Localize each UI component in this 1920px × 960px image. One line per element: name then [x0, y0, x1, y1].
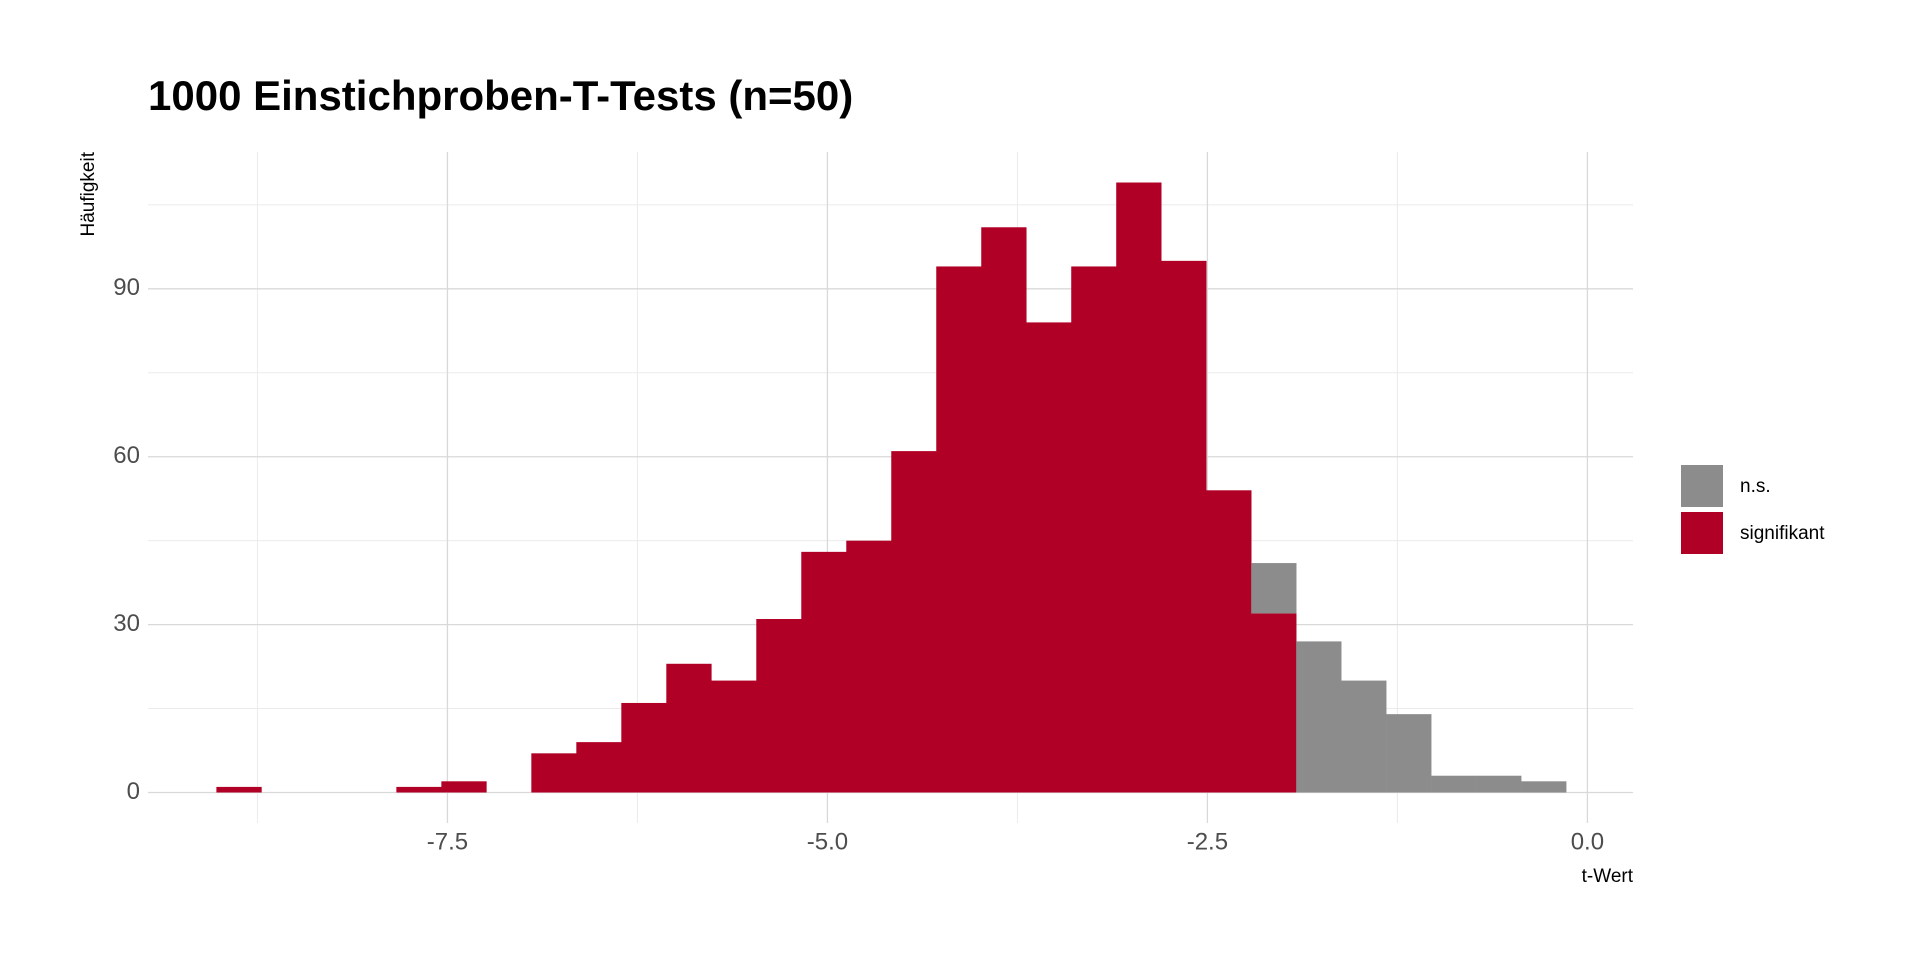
bar	[531, 753, 577, 793]
y-tick-label: 60	[113, 442, 140, 469]
bar	[1296, 641, 1342, 793]
bar	[1161, 260, 1207, 793]
bar	[576, 742, 622, 793]
bar	[1206, 490, 1252, 793]
bar	[1026, 322, 1072, 793]
y-tick-label: 0	[127, 778, 140, 805]
bar	[1071, 266, 1117, 793]
bar	[1521, 781, 1567, 793]
bar	[936, 266, 982, 793]
bar	[621, 702, 667, 793]
legend-label: n.s.	[1740, 476, 1771, 497]
bar	[1251, 563, 1297, 614]
legend-label: signifikant	[1740, 523, 1825, 544]
x-axis-title: t-Wert	[1582, 866, 1634, 887]
bar	[396, 786, 442, 793]
bar	[801, 551, 847, 793]
x-tick-label: -5.0	[807, 828, 848, 855]
x-tick-label: -2.5	[1187, 828, 1228, 855]
bar	[1341, 680, 1387, 793]
legend-key	[1681, 465, 1723, 507]
x-tick-label: 0.0	[1571, 828, 1604, 855]
bar	[1386, 714, 1432, 793]
bar	[981, 227, 1027, 793]
y-tick-label: 90	[113, 274, 140, 301]
y-tick-label: 30	[113, 610, 140, 637]
bar	[711, 680, 757, 793]
bar	[846, 540, 892, 793]
bar	[666, 663, 712, 793]
y-axis-title: Häufigkeit	[78, 151, 99, 236]
bar	[216, 786, 262, 793]
bar	[1116, 182, 1162, 793]
bar	[1431, 775, 1477, 793]
bar	[1251, 613, 1297, 793]
bar	[441, 781, 487, 793]
legend-key	[1681, 512, 1723, 554]
x-tick-label: -7.5	[427, 828, 468, 855]
bar	[756, 619, 802, 793]
bar	[891, 451, 937, 793]
chart-title: 1000 Einstichproben-T-Tests (n=50)	[148, 72, 853, 119]
bar	[1476, 775, 1522, 793]
